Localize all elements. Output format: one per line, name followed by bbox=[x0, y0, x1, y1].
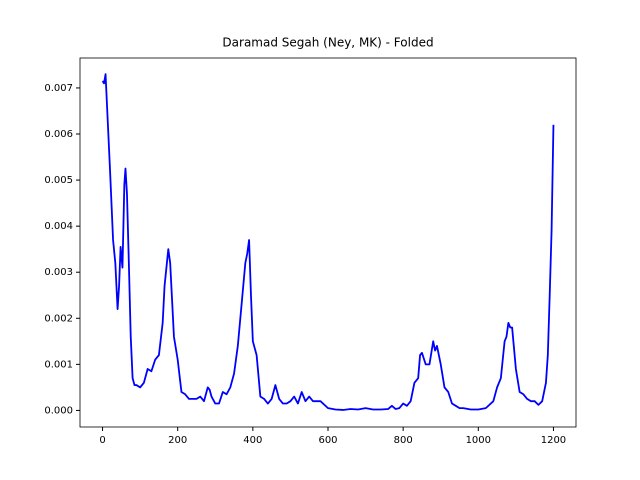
data-line bbox=[101, 73, 555, 411]
x-tick-label: 800 bbox=[394, 435, 413, 446]
x-tick-label: 1200 bbox=[541, 435, 566, 446]
chart-title: Daramad Segah (Ney, MK) - Folded bbox=[222, 36, 433, 50]
y-tick-label: 0.006 bbox=[44, 129, 73, 140]
y-tick-label: 0.002 bbox=[44, 313, 73, 324]
x-tick-label: 1000 bbox=[466, 435, 491, 446]
x-tick-label: 400 bbox=[243, 435, 262, 446]
y-tick-label: 0.004 bbox=[44, 221, 73, 232]
y-tick-label: 0.005 bbox=[44, 175, 73, 186]
plot-frame bbox=[79, 57, 577, 428]
y-tick-label: 0.000 bbox=[44, 405, 73, 416]
y-tick-label: 0.001 bbox=[44, 359, 73, 370]
x-tick-label: 200 bbox=[168, 435, 187, 446]
x-tick-label: 0 bbox=[99, 435, 105, 446]
x-tick-label: 600 bbox=[318, 435, 337, 446]
y-tick-label: 0.007 bbox=[44, 83, 73, 94]
y-tick-label: 0.003 bbox=[44, 267, 73, 278]
